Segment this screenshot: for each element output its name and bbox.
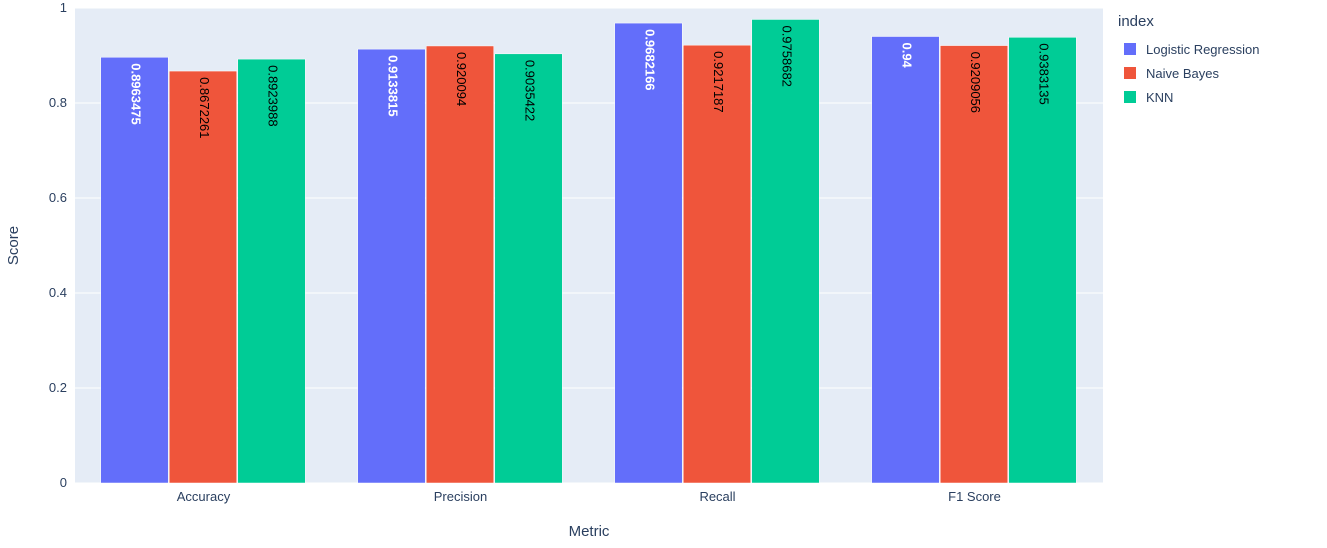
bar-labels: 0.8963475 0.8672261 0.8923988 0.9133815 0.92…	[129, 25, 1052, 138]
bar-value-label: 0.9682166	[643, 29, 658, 90]
legend-label: Logistic Regression	[1146, 42, 1259, 57]
bars	[100, 19, 1077, 484]
bar-value-label: 0.9383135	[1037, 43, 1052, 104]
x-axis-ticks: Accuracy Precision Recall F1 Score	[177, 489, 1001, 504]
bar-value-label: 0.920094	[454, 52, 469, 106]
bar-value-label: 0.94	[900, 43, 915, 69]
bar	[614, 22, 683, 484]
bar-value-label: 0.8963475	[129, 63, 144, 124]
bar	[682, 44, 752, 484]
y-tick-label: 0.6	[49, 190, 67, 205]
bar	[751, 19, 820, 484]
y-axis-ticks: 0 0.2 0.4 0.6 0.8 1	[49, 0, 67, 490]
legend-swatch	[1124, 43, 1136, 55]
bar	[871, 36, 940, 484]
legend-label: Naive Bayes	[1146, 66, 1219, 81]
legend-items: Logistic Regression Naive Bayes KNN	[1124, 42, 1259, 105]
x-tick-label: Accuracy	[177, 489, 231, 504]
bar	[494, 53, 563, 484]
bar	[1008, 37, 1077, 484]
y-tick-label: 0.4	[49, 285, 67, 300]
legend-title: index	[1118, 13, 1154, 30]
bar	[357, 48, 426, 484]
bar-value-label: 0.8672261	[197, 77, 212, 138]
x-axis-title: Metric	[569, 523, 610, 540]
legend: index Logistic Regression Naive Bayes KNN	[1118, 13, 1259, 105]
bar-value-label: 0.8923988	[266, 65, 281, 126]
x-tick-label: Precision	[434, 489, 487, 504]
bar-value-label: 0.9133815	[386, 55, 401, 116]
bar	[168, 70, 238, 484]
y-tick-label: 0	[60, 475, 67, 490]
bar	[939, 45, 1009, 484]
y-tick-label: 0.2	[49, 380, 67, 395]
bar	[237, 58, 306, 484]
legend-swatch	[1124, 91, 1136, 103]
bar	[100, 56, 169, 484]
x-tick-label: F1 Score	[948, 489, 1001, 504]
x-tick-label: Recall	[699, 489, 735, 504]
bar-value-label: 0.9758682	[780, 25, 795, 86]
bar-value-label: 0.9217187	[711, 51, 726, 112]
legend-label: KNN	[1146, 90, 1173, 105]
y-axis-title: Score	[5, 226, 22, 265]
bar-value-label: 0.9209056	[968, 52, 983, 113]
y-tick-label: 0.8	[49, 95, 67, 110]
bar	[425, 45, 495, 484]
bar-value-label: 0.9035422	[523, 60, 538, 121]
y-tick-label: 1	[60, 0, 67, 15]
legend-swatch	[1124, 67, 1136, 79]
